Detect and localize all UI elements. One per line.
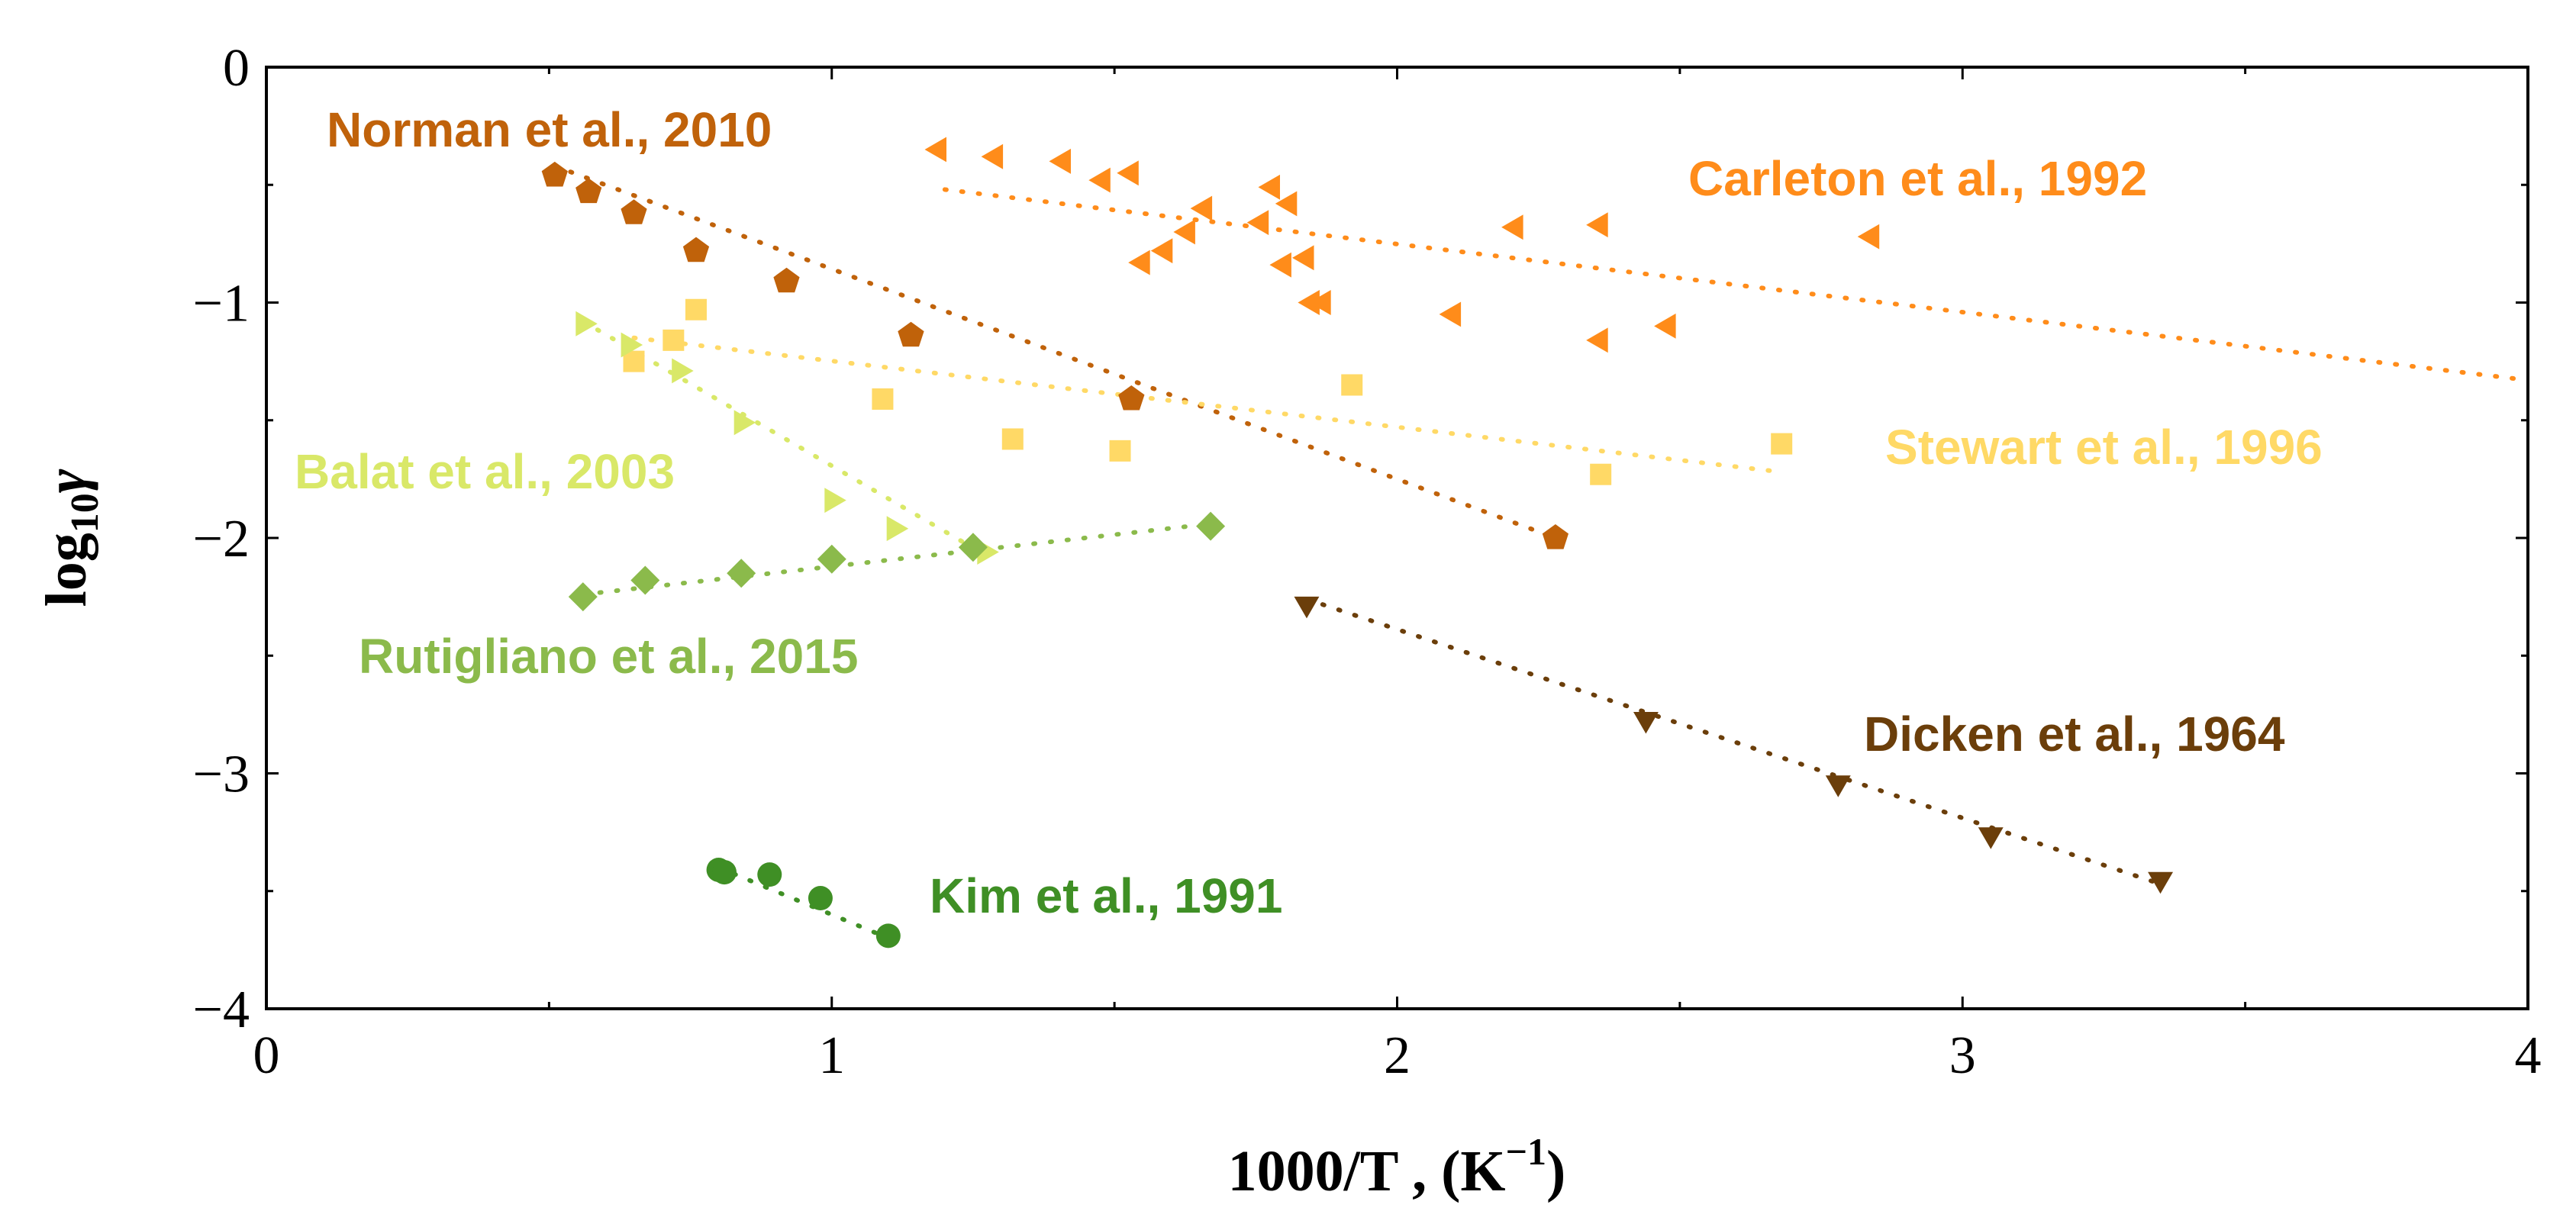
carleton-et-al-1992-data-point <box>981 143 1004 169</box>
stewart-et-al-1996-data-point <box>1771 433 1793 455</box>
balat-et-al-2003-data-point <box>886 516 909 542</box>
balat-et-al-2003-data-point <box>733 410 756 436</box>
carleton-et-al-1992-data-point <box>1190 195 1213 221</box>
dicken-et-al-1964-data-point <box>1978 827 2004 849</box>
fit-lines <box>552 163 2530 941</box>
carleton-et-al-1992-data-point <box>1246 210 1269 236</box>
x-axis-title-tail: ) <box>1546 1139 1565 1203</box>
carleton-et-al-1992-data-point <box>1857 224 1880 250</box>
carleton-et-al-1992-data-point <box>1173 219 1195 245</box>
stewart-et-al-1996-data-point <box>1001 428 1024 450</box>
data-markers <box>541 137 2173 948</box>
stewart-et-al-1996-data-point <box>1341 374 1363 396</box>
y-tick-label: 0 <box>223 39 250 98</box>
carleton-et-al-1992-data-point <box>1128 250 1150 275</box>
stewart-et-al-1996-data-point <box>685 298 707 320</box>
y-axis-title-symbol: γ <box>34 469 98 493</box>
carleton-et-al-1992-data-point <box>1298 290 1320 315</box>
carleton-et-al-1992-data-point <box>1275 191 1298 217</box>
kim-et-al-1991-data-point <box>712 860 737 885</box>
carleton-et-al-1992-data-point <box>1269 252 1291 278</box>
balat-et-al-2003-data-point <box>672 358 694 384</box>
norman-et-al-2010-data-point <box>898 321 924 347</box>
stewart-et-al-1996-label: Stewart et al., 1996 <box>1885 420 2323 475</box>
kim-et-al-1991-fit-line <box>716 865 891 941</box>
carleton-et-al-1992-data-point <box>1117 160 1139 186</box>
dicken-et-al-1964-data-point <box>1633 712 1659 734</box>
carleton-et-al-1992-data-point <box>1049 148 1071 174</box>
norman-et-al-2010-data-point <box>621 199 647 224</box>
carleton-et-al-1992-data-point <box>1586 212 1608 238</box>
x-tick-label: 2 <box>1384 1026 1411 1085</box>
rutigliano-et-al-2015-data-point <box>1196 511 1226 541</box>
carleton-et-al-1992-data-point <box>1150 238 1173 264</box>
y-tick-label: −3 <box>193 746 250 804</box>
carleton-et-al-1992-data-point <box>1439 301 1462 327</box>
kim-et-al-1991-label: Kim et al., 1991 <box>930 868 1282 923</box>
y-axis-title: log10γ <box>34 469 107 607</box>
kim-et-al-1991-data-point <box>757 862 782 887</box>
carleton-et-al-1992-data-point <box>924 137 946 163</box>
balat-et-al-2003-fit-line <box>580 319 987 557</box>
dicken-et-al-1964-data-point <box>1294 596 1320 619</box>
rutigliano-et-al-2015-data-point <box>958 533 988 562</box>
norman-et-al-2010-data-point <box>575 178 602 204</box>
y-tick-label: −2 <box>193 510 250 568</box>
rutigliano-et-al-2015-data-point <box>817 544 846 574</box>
norman-et-al-2010-data-point <box>1542 524 1568 549</box>
carleton-et-al-1992-label: Carleton et al., 1992 <box>1688 151 2147 206</box>
stewart-et-al-1996-data-point <box>1590 463 1612 485</box>
norman-et-al-2010-data-point <box>541 161 568 187</box>
rutigliano-et-al-2015-data-point <box>568 582 598 612</box>
norman-et-al-2010-data-point <box>1118 385 1145 411</box>
dicken-et-al-1964-data-point <box>2148 871 2173 894</box>
dicken-et-al-1964-fit-line <box>1304 597 2163 887</box>
stewart-et-al-1996-data-point <box>1109 440 1131 462</box>
norman-et-al-2010-label: Norman et al., 2010 <box>327 102 772 157</box>
carleton-et-al-1992-data-point <box>1309 290 1331 315</box>
rutigliano-et-al-2015-label: Rutigliano et al., 2015 <box>359 629 858 684</box>
x-tick-label: 3 <box>1949 1026 1976 1085</box>
series-labels: Norman et al., 2010 Carleton et al., 1992… <box>295 102 2323 923</box>
dicken-et-al-1964-label: Dicken et al., 1964 <box>1864 707 2285 762</box>
norman-et-al-2010-data-point <box>682 237 710 262</box>
carleton-et-al-1992-data-point <box>1586 327 1608 353</box>
balat-et-al-2003-data-point <box>824 488 846 514</box>
plot-frame <box>265 66 2529 1010</box>
carleton-et-al-1992-fit-line <box>942 187 2530 383</box>
x-axis-title: 1000/T , (K−1) <box>1228 1130 1566 1203</box>
rutigliano-et-al-2015-data-point <box>727 559 756 588</box>
norman-et-al-2010-data-point <box>773 267 800 293</box>
stewart-et-al-1996-data-point <box>872 388 894 410</box>
carleton-et-al-1992-data-point <box>1258 174 1280 200</box>
stewart-et-al-1996-data-point <box>663 329 685 351</box>
x-axis-title-superscript: −1 <box>1506 1130 1547 1173</box>
norman-et-al-2010-fit-line <box>552 163 1558 540</box>
kim-et-al-1991-data-point <box>875 923 901 948</box>
x-tick-label: 1 <box>818 1026 845 1085</box>
balat-et-al-2003-data-point <box>621 332 643 358</box>
y-tick-label: −4 <box>193 981 250 1039</box>
carleton-et-al-1992-data-point <box>1292 245 1314 271</box>
balat-et-al-2003-data-point <box>575 311 598 337</box>
x-tick-label: 0 <box>253 1026 280 1085</box>
carleton-et-al-1992-data-point <box>1654 313 1676 339</box>
x-tick-label: 4 <box>2515 1026 2542 1085</box>
balat-et-al-2003-label: Balat et al., 2003 <box>295 444 675 499</box>
y-tick-label: −1 <box>193 275 250 333</box>
carleton-et-al-1992-data-point <box>1088 167 1111 193</box>
carleton-et-al-1992-data-point <box>1501 214 1523 240</box>
rutigliano-et-al-2015-data-point <box>630 565 660 595</box>
kim-et-al-1991-data-point <box>808 886 833 911</box>
y-axis-title-subscript: 10 <box>63 493 107 533</box>
dicken-et-al-1964-data-point <box>1825 775 1851 797</box>
stewart-et-al-1996-data-point <box>623 350 645 372</box>
